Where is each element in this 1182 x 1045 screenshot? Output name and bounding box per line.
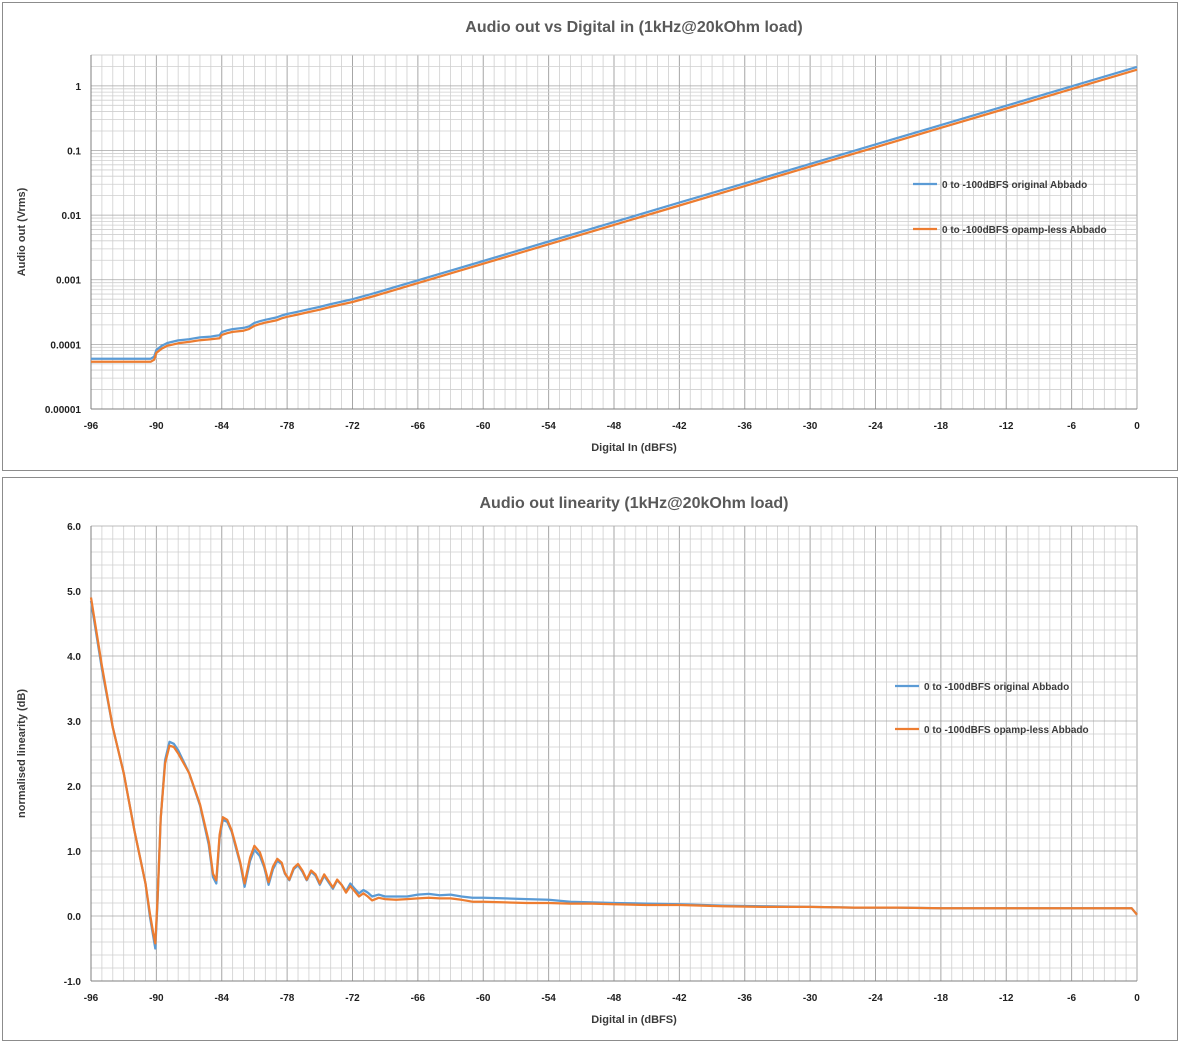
y-tick-label: -1.0	[64, 977, 82, 988]
x-tick-label: -96	[84, 993, 99, 1004]
x-tick-label: 0	[1134, 993, 1140, 1004]
y-tick-label: 3.0	[67, 717, 81, 728]
x-tick-label: -48	[607, 421, 622, 432]
x-tick-label: -12	[999, 421, 1014, 432]
gridlines	[90, 54, 1138, 410]
gridlines	[90, 525, 1138, 982]
x-tick-label: -90	[149, 993, 164, 1004]
x-tick-label: -84	[215, 993, 230, 1004]
y-tick-label: 0.0	[67, 912, 81, 923]
x-tick-label: -42	[672, 993, 687, 1004]
x-tick-label: -42	[672, 421, 687, 432]
x-tick-label: -48	[607, 993, 622, 1004]
x-tick-label: -90	[149, 421, 164, 432]
x-tick-label: -24	[868, 421, 883, 432]
y-tick-label: 6.0	[67, 522, 81, 533]
x-tick-label: -12	[999, 993, 1014, 1004]
x-tick-label: -24	[868, 993, 883, 1004]
chart-title: Audio out vs Digital in (1kHz@20kOhm loa…	[465, 19, 802, 36]
x-tick-label: -18	[934, 993, 949, 1004]
x-tick-label: -6	[1067, 993, 1076, 1004]
x-tick-label: -60	[476, 421, 491, 432]
x-tick-label: -78	[280, 993, 295, 1004]
y-axis-label: Audio out (Vrms)	[16, 187, 28, 276]
x-tick-label: -66	[411, 421, 426, 432]
x-axis-label: Digital In (dBFS)	[591, 442, 677, 454]
series-line-2	[89, 597, 1138, 945]
y-tick-label: 0.001	[56, 276, 81, 287]
legend-label-1: 0 to -100dBFS original Abbado	[942, 180, 1087, 191]
legend-label-2: 0 to -100dBFS opamp-less Abbado	[942, 225, 1107, 236]
series-line-2	[91, 68, 1138, 363]
x-tick-label: -18	[934, 421, 949, 432]
x-tick-label: -66	[411, 993, 426, 1004]
x-tick-label: -36	[738, 421, 753, 432]
x-tick-label: -96	[84, 421, 99, 432]
x-tick-label: -54	[541, 993, 556, 1004]
y-tick-label: 5.0	[67, 587, 81, 598]
chart-linearity: -96 -90 -84 -78 -72 -66 -60 -54 -48 -42 -36 -30 -24-…	[16, 495, 1140, 1026]
y-tick-label: 1	[75, 82, 81, 93]
y-tick-label: 2.0	[67, 782, 81, 793]
x-tick-label: 0	[1134, 421, 1140, 432]
legend-label-2: 0 to -100dBFS opamp-less Abbado	[924, 725, 1089, 736]
x-tick-label: -78	[280, 421, 295, 432]
chart-title: Audio out linearity (1kHz@20kOhm load)	[480, 495, 789, 512]
x-tick-label: -72	[345, 993, 360, 1004]
x-tick-label: -36	[738, 993, 753, 1004]
y-tick-label: 0.01	[62, 211, 82, 222]
chart-panel-bottom: -96 -90 -84 -78 -72 -66 -60 -54 -48 -42 -36 -30 -24-…	[2, 477, 1178, 1041]
x-axis-label: Digital in (dBFS)	[591, 1014, 677, 1026]
y-tick-label: 0.1	[67, 146, 81, 157]
chart-audio-out: -96 -90 -84 -78 -72 -66 -60 -54 -48 -42 -36 -30 -24-…	[16, 19, 1140, 454]
x-tick-label: -84	[215, 421, 230, 432]
chart-panel-top: -96 -90 -84 -78 -72 -66 -60 -54 -48 -42 -36 -30 -24-…	[2, 2, 1178, 471]
y-tick-label: 0.00001	[45, 405, 82, 416]
x-tick-label: -60	[476, 993, 491, 1004]
y-tick-label: 1.0	[67, 847, 81, 858]
y-axis-label: normalised linearity (dB)	[16, 689, 28, 818]
series-line-1	[91, 65, 1138, 360]
x-tick-label: -54	[541, 421, 556, 432]
y-tick-label: 4.0	[67, 652, 81, 663]
x-tick-label: -6	[1067, 421, 1076, 432]
x-tick-label: -30	[803, 421, 818, 432]
x-tick-label: -72	[345, 421, 360, 432]
x-tick-label: -30	[803, 993, 818, 1004]
y-tick-label: 0.0001	[50, 340, 81, 351]
legend-label-1: 0 to -100dBFS original Abbado	[924, 682, 1069, 693]
